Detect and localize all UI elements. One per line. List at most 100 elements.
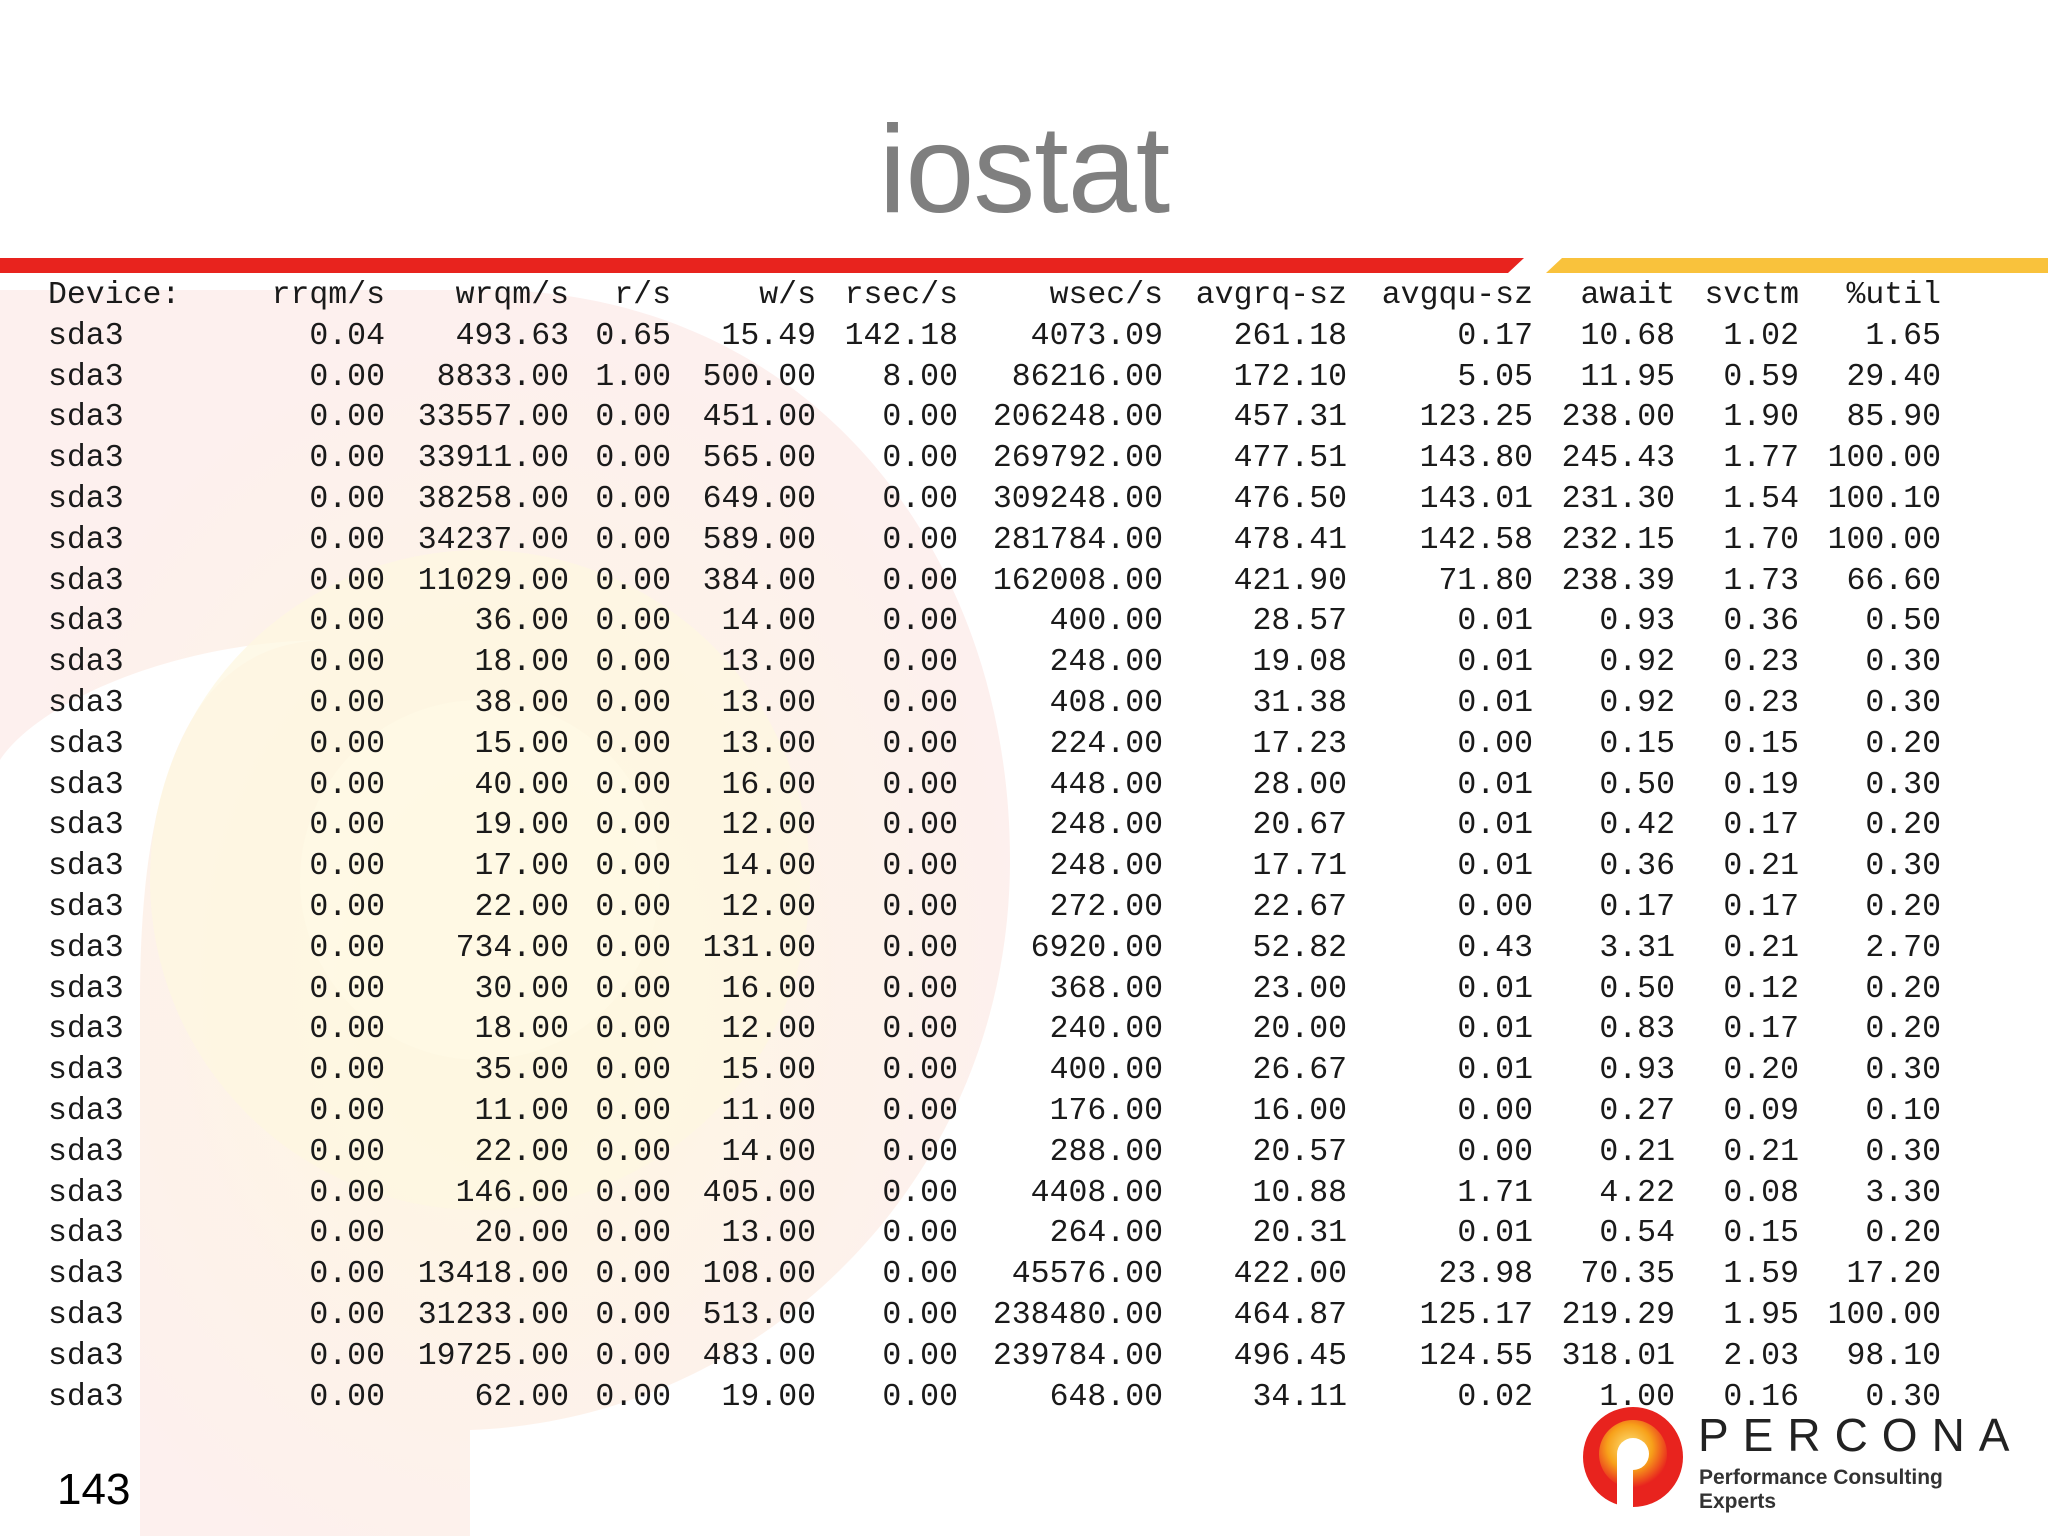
cell-wsec: 239784.00 bbox=[992, 1338, 1163, 1374]
cell-r: 0.00 bbox=[595, 441, 671, 477]
table-row: sda3 0.00 18.00 0.00 12.00 0.00 240.00 20.00 0.0… bbox=[48, 1010, 1941, 1051]
cell-avgqu-sz: 143.01 bbox=[1419, 481, 1533, 517]
cell-avgrq-sz: 28.00 bbox=[1252, 767, 1347, 803]
cell-svctm: 0.59 bbox=[1723, 359, 1799, 395]
cell-r: 0.00 bbox=[595, 1134, 671, 1170]
cell-await: 0.42 bbox=[1599, 808, 1675, 844]
cell-r: 0.00 bbox=[595, 971, 671, 1007]
cell-wsec: 45576.00 bbox=[1011, 1257, 1163, 1293]
cell-await: 4.22 bbox=[1599, 1175, 1675, 1211]
cell-w: 13.00 bbox=[721, 726, 816, 762]
cell-svctm: 1.95 bbox=[1723, 1297, 1799, 1333]
cell-rrqm: 0.00 bbox=[309, 1093, 385, 1129]
cell-avgrq-sz: 17.71 bbox=[1252, 849, 1347, 885]
cell-rsec: 0.00 bbox=[882, 1175, 958, 1211]
cell-avgqu-sz: 0.00 bbox=[1457, 1093, 1533, 1129]
cell-avgrq-sz: 22.67 bbox=[1252, 889, 1347, 925]
cell-wsec: 248.00 bbox=[1049, 808, 1163, 844]
cell-await: 0.50 bbox=[1599, 971, 1675, 1007]
cell-wsec: 86216.00 bbox=[1011, 359, 1163, 395]
cell-r: 0.00 bbox=[595, 604, 671, 640]
cell-avgqu-sz: 0.02 bbox=[1457, 1379, 1533, 1415]
cell-w: 451.00 bbox=[702, 400, 816, 436]
cell-rsec: 0.00 bbox=[882, 522, 958, 558]
cell-r: 0.00 bbox=[595, 1053, 671, 1089]
table-row: sda3 0.00 31233.00 0.00 513.00 0.00 238480.00 4… bbox=[48, 1296, 1941, 1337]
cell-r: 0.00 bbox=[595, 400, 671, 436]
cell-wrqm: 62.00 bbox=[474, 1379, 569, 1415]
table-row: sda3 0.00 11029.00 0.00 384.00 0.00 162008.00 4… bbox=[48, 562, 1941, 603]
cell-device: sda3 bbox=[48, 563, 124, 599]
cell-util: 0.10 bbox=[1865, 1093, 1941, 1129]
cell-device: sda3 bbox=[48, 1379, 124, 1415]
cell-w: 565.00 bbox=[702, 441, 816, 477]
cell-r: 0.00 bbox=[595, 645, 671, 681]
cell-avgrq-sz: 28.57 bbox=[1252, 604, 1347, 640]
cell-rrqm: 0.00 bbox=[309, 889, 385, 925]
cell-rsec: 0.00 bbox=[882, 1134, 958, 1170]
cell-w: 16.00 bbox=[721, 767, 816, 803]
cell-w: 14.00 bbox=[721, 1134, 816, 1170]
cell-r: 0.00 bbox=[595, 849, 671, 885]
cell-avgqu-sz: 5.05 bbox=[1457, 359, 1533, 395]
cell-device: sda3 bbox=[48, 522, 124, 558]
cell-device: sda3 bbox=[48, 1012, 124, 1048]
cell-svctm: 0.16 bbox=[1723, 1379, 1799, 1415]
cell-r: 0.65 bbox=[595, 318, 671, 354]
cell-rsec: 0.00 bbox=[882, 726, 958, 762]
cell-device: sda3 bbox=[48, 400, 124, 436]
cell-wsec: 288.00 bbox=[1049, 1134, 1163, 1170]
cell-rsec: 0.00 bbox=[882, 645, 958, 681]
cell-util: 0.20 bbox=[1865, 971, 1941, 1007]
cell-r: 0.00 bbox=[595, 1297, 671, 1333]
cell-avgrq-sz: 457.31 bbox=[1233, 400, 1347, 436]
cell-await: 0.93 bbox=[1599, 604, 1675, 640]
cell-rsec: 0.00 bbox=[882, 889, 958, 925]
cell-await: 238.39 bbox=[1561, 563, 1675, 599]
cell-r: 0.00 bbox=[595, 1338, 671, 1374]
cell-util: 98.10 bbox=[1846, 1338, 1941, 1374]
cell-avgqu-sz: 0.00 bbox=[1457, 726, 1533, 762]
cell-wrqm: 18.00 bbox=[474, 645, 569, 681]
cell-device: sda3 bbox=[48, 685, 124, 721]
cell-rrqm: 0.00 bbox=[309, 1053, 385, 1089]
cell-await: 3.31 bbox=[1599, 930, 1675, 966]
cell-rsec: 0.00 bbox=[882, 481, 958, 517]
table-row: sda3 0.00 34237.00 0.00 589.00 0.00 281784.00 4… bbox=[48, 521, 1941, 562]
cell-svctm: 0.21 bbox=[1723, 930, 1799, 966]
cell-device: sda3 bbox=[48, 1338, 124, 1374]
cell-avgrq-sz: 478.41 bbox=[1233, 522, 1347, 558]
cell-await: 0.21 bbox=[1599, 1134, 1675, 1170]
cell-avgrq-sz: 20.57 bbox=[1252, 1134, 1347, 1170]
table-header-row: Device: rrqm/s wrqm/s r/s w/s rsec/s wsec/s avg… bbox=[48, 276, 1941, 317]
cell-wsec: 162008.00 bbox=[992, 563, 1163, 599]
cell-rsec: 0.00 bbox=[882, 1216, 958, 1252]
cell-rrqm: 0.00 bbox=[309, 563, 385, 599]
cell-wrqm: 33911.00 bbox=[417, 441, 569, 477]
cell-rsec: 0.00 bbox=[882, 767, 958, 803]
cell-device: sda3 bbox=[48, 930, 124, 966]
cell-rrqm: 0.00 bbox=[309, 930, 385, 966]
cell-avgrq-sz: 20.67 bbox=[1252, 808, 1347, 844]
cell-svctm: 0.21 bbox=[1723, 1134, 1799, 1170]
cell-w: 15.00 bbox=[721, 1053, 816, 1089]
table-row: sda3 0.00 15.00 0.00 13.00 0.00 224.00 17.23 0.0… bbox=[48, 725, 1941, 766]
table-row: sda3 0.00 38.00 0.00 13.00 0.00 408.00 31.38 0.0… bbox=[48, 684, 1941, 725]
cell-util: 17.20 bbox=[1846, 1257, 1941, 1293]
cell-wsec: 408.00 bbox=[1049, 685, 1163, 721]
cell-rsec: 0.00 bbox=[882, 604, 958, 640]
table-row: sda3 0.00 11.00 0.00 11.00 0.00 176.00 16.00 0.0… bbox=[48, 1092, 1941, 1133]
cell-r: 0.00 bbox=[595, 481, 671, 517]
cell-rsec: 0.00 bbox=[882, 400, 958, 436]
cell-avgrq-sz: 10.88 bbox=[1252, 1175, 1347, 1211]
cell-device: sda3 bbox=[48, 1093, 124, 1129]
cell-avgqu-sz: 0.01 bbox=[1457, 645, 1533, 681]
cell-util: 0.30 bbox=[1865, 1379, 1941, 1415]
cell-await: 0.15 bbox=[1599, 726, 1675, 762]
cell-util: 1.65 bbox=[1865, 318, 1941, 354]
cell-avgqu-sz: 71.80 bbox=[1438, 563, 1533, 599]
cell-w: 12.00 bbox=[721, 1012, 816, 1048]
table-row: sda3 0.00 8833.00 1.00 500.00 8.00 86216.00 172… bbox=[48, 358, 1941, 399]
percona-logo: PERCONA Performance Consulting Experts bbox=[1580, 1404, 2020, 1514]
cell-avgqu-sz: 1.71 bbox=[1457, 1175, 1533, 1211]
